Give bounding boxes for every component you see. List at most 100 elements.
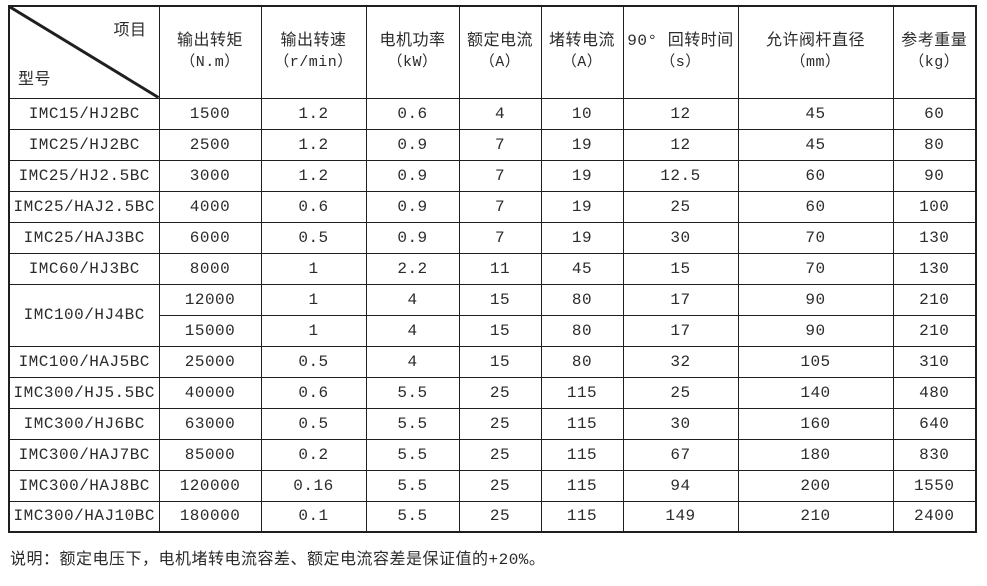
model-cell: IMC300/HJ6BC [8,407,160,440]
value-cell: 67 [622,438,739,471]
value-cell: 15 [458,345,542,378]
value-cell: 1550 [892,469,977,502]
value-cell: 0.5 [260,221,367,254]
column-header-unit: （kW） [387,54,438,72]
value-cell: 85000 [158,438,262,471]
table-row: IMC15/HJ2BC 1500 1.2 0.6 4 10 12 45 60 [8,97,977,130]
value-cell: 2.2 [365,252,460,285]
model-cell: IMC15/HJ2BC [8,97,160,130]
value-cell: 0.9 [365,128,460,161]
column-header-name: 额定电流 [466,32,533,51]
value-cell: 7 [458,128,542,161]
value-cell: 12 [622,128,739,161]
model-cell: IMC300/HAJ10BC [8,500,160,533]
value-cell: 12000 [158,283,262,316]
value-cell: 30 [622,221,739,254]
value-cell: 7 [458,221,542,254]
value-cell: 1.2 [260,159,367,192]
value-cell: 63000 [158,407,262,440]
value-cell: 40000 [158,376,262,409]
value-cell: 10 [540,97,624,130]
value-cell: 7 [458,190,542,223]
model-cell: IMC25/HAJ3BC [8,221,160,254]
value-cell: 25 [622,376,739,409]
value-cell: 100 [892,190,977,223]
value-cell: 115 [540,376,624,409]
value-cell: 15 [622,252,739,285]
value-cell: 15 [458,283,542,316]
value-cell: 1.2 [260,128,367,161]
column-header-name: 输出转速 [280,32,347,51]
column-header-6: 90° 回转时间 （s） [622,5,739,99]
value-cell: 5.5 [365,407,460,440]
column-header-unit: （A） [479,54,521,72]
table-row: IMC25/HJ2BC 2500 1.2 0.9 7 19 12 45 80 [8,128,977,161]
value-cell: 80 [540,345,624,378]
value-cell: 15000 [158,314,262,347]
value-cell: 105 [737,345,894,378]
value-cell: 45 [737,97,894,130]
value-cell: 90 [737,283,894,316]
value-cell: 70 [737,221,894,254]
value-cell: 115 [540,438,624,471]
value-cell: 1 [260,283,367,316]
value-cell: 25 [458,469,542,502]
header-row: 项目 型号 输出转矩 （N.m） 输出转速 （r/min） 电机功率 （kW） 额定电流 （A… [8,5,977,99]
value-cell: 80 [892,128,977,161]
value-cell: 0.1 [260,500,367,533]
column-header-2: 输出转速 （r/min） [260,5,367,99]
diagonal-divider-line [10,7,158,97]
value-cell: 19 [540,221,624,254]
value-cell: 19 [540,190,624,223]
value-cell: 0.5 [260,345,367,378]
value-cell: 15 [458,314,542,347]
value-cell: 180 [737,438,894,471]
value-cell: 32 [622,345,739,378]
value-cell: 25 [458,376,542,409]
column-header-unit: （s） [660,54,701,72]
corner-bottom-label: 型号 [18,70,52,89]
value-cell: 2500 [158,128,262,161]
value-cell: 5.5 [365,438,460,471]
value-cell: 130 [892,221,977,254]
model-cell: IMC25/HJ2.5BC [8,159,160,192]
value-cell: 140 [737,376,894,409]
value-cell: 5.5 [365,376,460,409]
value-cell: 200 [737,469,894,502]
table-row: IMC300/HJ6BC 63000 0.5 5.5 25 115 30 160 640 [8,407,977,440]
value-cell: 115 [540,407,624,440]
value-cell: 210 [892,283,977,316]
column-header-name: 参考重量 [901,32,968,51]
column-header-unit: （kg） [909,54,960,72]
value-cell: 1 [260,252,367,285]
value-cell: 25 [458,407,542,440]
model-cell: IMC300/HJ5.5BC [8,376,160,409]
column-header-8: 参考重量 （kg） [892,5,977,99]
column-header-name: 90° 回转时间 [627,32,734,51]
model-cell: IMC25/HJ2BC [8,128,160,161]
value-cell: 640 [892,407,977,440]
corner-top-label: 项目 [113,22,147,40]
value-cell: 115 [540,500,624,533]
model-cell: IMC100/HJ4BC [8,283,160,347]
value-cell: 830 [892,438,977,471]
value-cell: 6000 [158,221,262,254]
value-cell: 4 [365,314,460,347]
table-row: IMC60/HJ3BC 8000 1 2.2 11 45 15 70 130 [8,252,977,285]
column-header-unit: （mm） [790,54,841,72]
value-cell: 149 [622,500,739,533]
value-cell: 5.5 [365,500,460,533]
value-cell: 90 [737,314,894,347]
value-cell: 130 [892,252,977,285]
value-cell: 90 [892,159,977,192]
value-cell: 0.6 [365,97,460,130]
value-cell: 45 [540,252,624,285]
table-body: IMC15/HJ2BC 1500 1.2 0.6 4 10 12 45 60 IMC25/HJ2B… [8,97,977,533]
table-row: IMC300/HAJ10BC 180000 0.1 5.5 25 115 149 210 240… [8,500,977,533]
value-cell: 210 [737,500,894,533]
table-row: IMC300/HAJ7BC 85000 0.2 5.5 25 115 67 180 830 [8,438,977,471]
value-cell: 310 [892,345,977,378]
column-header-name: 电机功率 [379,32,446,51]
model-cell: IMC60/HJ3BC [8,252,160,285]
